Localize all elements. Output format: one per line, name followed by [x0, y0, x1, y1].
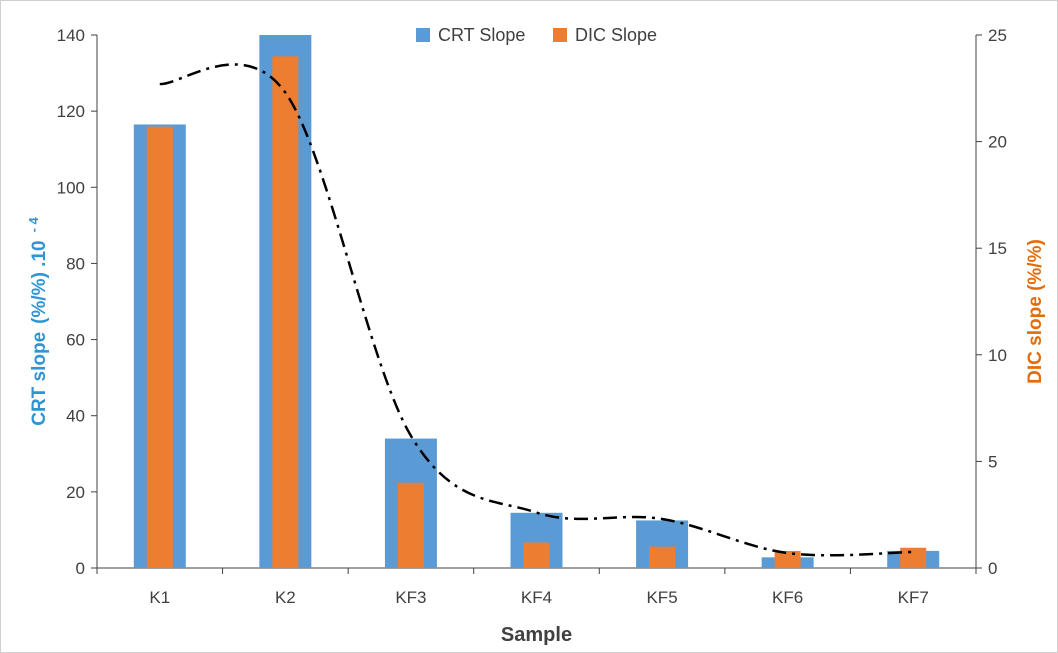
- y-tick-label-right: 15: [988, 239, 1007, 258]
- dic-slope-bar: [397, 482, 424, 568]
- y-tick-label-left: 20: [66, 483, 85, 502]
- x-tick-label: KF3: [395, 588, 426, 607]
- y-axis-title-right: DIC slope (%/%): [1025, 239, 1046, 384]
- y-tick-label-left: 140: [57, 26, 85, 45]
- dic-slope-bar: [146, 126, 173, 569]
- y-tick-label-left: 60: [66, 331, 85, 350]
- y-tick-label-left: 100: [57, 178, 85, 197]
- y-axis-title-left-part: (%/%) .10: [29, 240, 50, 323]
- axes: [91, 34, 982, 574]
- tick-labels: 0 20 40 60 80 100 120 140 0 5 10 15 20 25 K1 K2 KF3 KF4 KF…: [57, 26, 1007, 607]
- dic-slope-bar: [523, 542, 550, 568]
- x-tick-label: KF5: [646, 588, 677, 607]
- dic-trendline: [159, 63, 914, 557]
- x-tick-label: KF7: [898, 588, 929, 607]
- y-tick-label-left: 40: [66, 407, 85, 426]
- axis-titles: Sample CRT slope (%/%) .10 - 4 DIC slope (%/…: [26, 216, 1047, 646]
- x-axis-title: Sample: [501, 624, 572, 646]
- y-tick-label-left: 120: [57, 102, 85, 121]
- x-tick-label: K2: [275, 588, 296, 607]
- legend: CRT Slope DIC Slope: [416, 25, 657, 45]
- y-tick-label-left: 0: [76, 559, 85, 578]
- legend-swatch-dic: [553, 28, 567, 42]
- dic-slope-bar: [900, 547, 927, 568]
- bars: [133, 35, 940, 569]
- dic-slope-bar: [774, 550, 801, 568]
- y-tick-label-right: 25: [988, 26, 1007, 45]
- trendline: [159, 63, 914, 557]
- y-tick-label-right: 10: [988, 346, 1007, 365]
- y-tick-label-right: 5: [988, 452, 997, 471]
- x-tick-label: K1: [149, 588, 170, 607]
- dic-slope-bar: [649, 546, 676, 568]
- y-tick-label-left: 80: [66, 254, 85, 273]
- y-tick-label-right: 20: [988, 133, 1007, 152]
- dic-slope-bar: [272, 56, 299, 568]
- y-axis-title-left-part: - 4: [26, 216, 41, 232]
- y-axis-title-left: CRT slope (%/%) .10 - 4: [26, 216, 51, 425]
- legend-label-dic: DIC Slope: [575, 25, 657, 45]
- legend-label-crt: CRT Slope: [438, 25, 525, 45]
- x-tick-label: KF4: [521, 588, 552, 607]
- y-axis-title-left-part: CRT slope: [29, 332, 50, 426]
- y-tick-label-right: 0: [988, 559, 997, 578]
- legend-swatch-crt: [416, 28, 430, 42]
- x-tick-label: KF6: [772, 588, 803, 607]
